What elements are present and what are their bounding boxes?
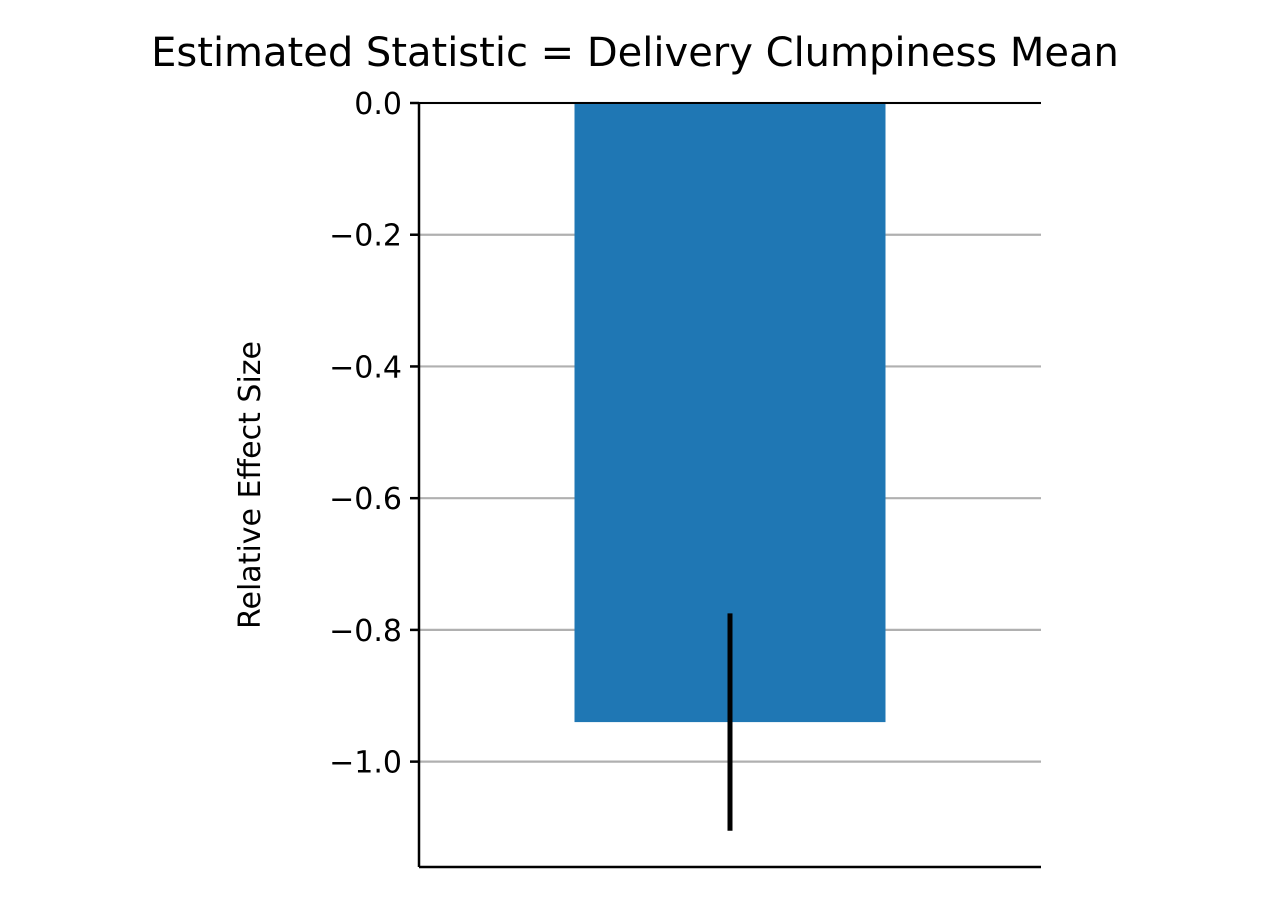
- y-tick-label: −0.4: [329, 350, 402, 385]
- y-tick-label: −1.0: [329, 746, 402, 781]
- y-tick-label: −0.6: [329, 482, 402, 517]
- y-tick-label: 0.0: [354, 87, 402, 122]
- chart-title: Estimated Statistic = Delivery Clumpines…: [151, 30, 1119, 76]
- axes: [410, 101, 1041, 869]
- y-tick-label: −0.2: [329, 219, 402, 254]
- bar-series: [574, 103, 886, 831]
- y-tick-label: −0.8: [329, 614, 402, 649]
- y-axis-label: Relative Effect Size: [233, 341, 268, 629]
- y-tick-labels: 0.0 −0.2 −0.4 −0.6 −0.8 −1.0: [329, 87, 402, 781]
